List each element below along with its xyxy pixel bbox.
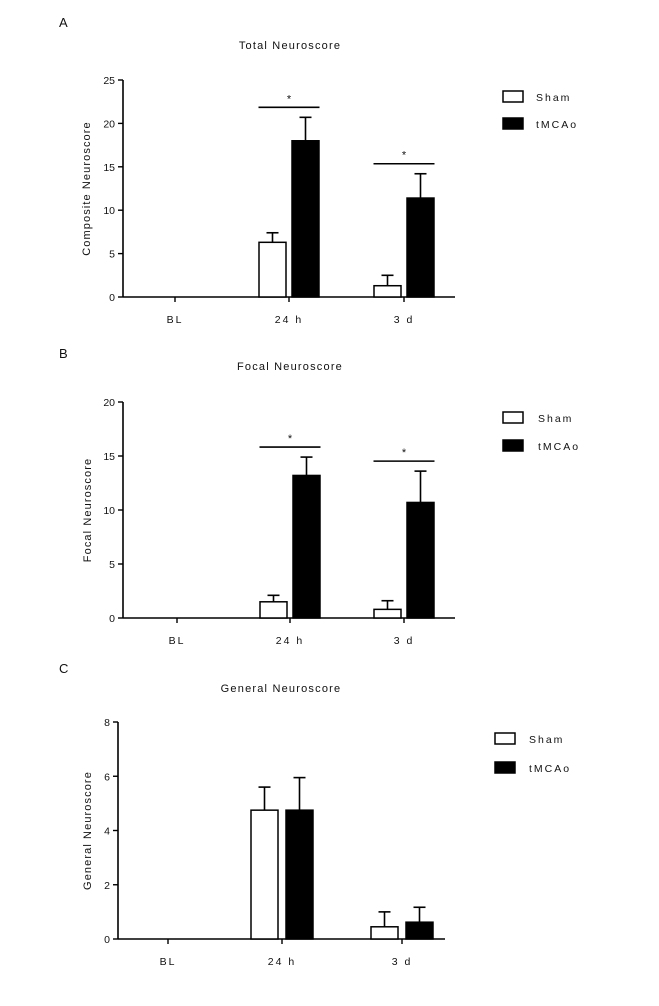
- significance-star: *: [287, 93, 292, 105]
- y-tick-label: 6: [104, 771, 110, 783]
- chart-panel-a: A Total Neuroscore Composite Neuroscore 0 5 1…: [59, 15, 578, 326]
- x-tick-label: BL: [160, 956, 177, 968]
- panel-letter: B: [59, 346, 68, 361]
- tmcao-bar: [406, 197, 435, 298]
- sham-bar: [370, 926, 399, 940]
- significance-star: *: [402, 447, 407, 459]
- legend-label-tmcao: tMCAo: [529, 763, 571, 775]
- x-tick-label: 3 d: [392, 956, 413, 968]
- y-tick-label: 15: [103, 162, 115, 174]
- panel-letter: C: [59, 661, 68, 676]
- legend-swatch-sham: [494, 732, 516, 745]
- y-tick-label: 15: [103, 451, 115, 463]
- significance-star: *: [288, 433, 293, 445]
- sham-bar: [373, 284, 402, 298]
- legend-swatch-tmcao: [494, 761, 516, 774]
- x-tick-label: 24 h: [268, 956, 296, 968]
- chart-panel-b: B Focal Neuroscore Focal Neuroscore 0 5 10 15 2…: [59, 346, 580, 647]
- tmcao-bar: [405, 921, 434, 940]
- y-tick-label: 25: [103, 75, 115, 87]
- y-tick-label: 10: [103, 505, 115, 517]
- tmcao-bar: [291, 140, 320, 298]
- x-tick-label: BL: [169, 635, 186, 647]
- y-tick-label: 0: [109, 613, 115, 625]
- sham-bar: [258, 241, 287, 298]
- x-tick-label: BL: [167, 314, 184, 326]
- x-tick-label: 3 d: [394, 314, 415, 326]
- legend-swatch-tmcao: [502, 117, 524, 130]
- legend-swatch-sham: [502, 90, 524, 103]
- legend-swatch-tmcao: [502, 439, 524, 452]
- tmcao-bar: [406, 501, 435, 619]
- y-tick-label: 20: [103, 118, 115, 130]
- y-axis-label: General Neuroscore: [82, 771, 94, 890]
- tmcao-bar: [285, 809, 314, 940]
- chart-title: Focal Neuroscore: [237, 361, 343, 373]
- legend-label-sham: Sham: [536, 92, 571, 104]
- x-tick-label: 24 h: [275, 314, 303, 326]
- chart-title: General Neuroscore: [221, 683, 342, 695]
- y-tick-label: 20: [103, 397, 115, 409]
- sham-bar: [259, 601, 288, 619]
- y-tick-label: 10: [103, 205, 115, 217]
- legend-label-sham: Sham: [538, 413, 573, 425]
- y-tick-label: 4: [104, 826, 110, 838]
- y-tick-label: 8: [104, 717, 110, 729]
- significance-star: *: [402, 150, 407, 162]
- panel-letter: A: [59, 15, 68, 30]
- y-tick-label: 0: [109, 292, 115, 304]
- y-tick-label: 5: [109, 249, 115, 261]
- legend-label-tmcao: tMCAo: [536, 119, 578, 131]
- y-tick-label: 0: [104, 934, 110, 946]
- legend-label-sham: Sham: [529, 734, 564, 746]
- y-axis-label: Composite Neuroscore: [81, 121, 93, 256]
- legend-swatch-sham: [502, 411, 524, 424]
- y-axis-label: Focal Neuroscore: [82, 458, 94, 562]
- tmcao-bar: [292, 474, 321, 619]
- y-tick-label: 2: [104, 880, 110, 892]
- y-tick-label: 5: [109, 559, 115, 571]
- legend-label-tmcao: tMCAo: [538, 441, 580, 453]
- x-tick-label: 3 d: [394, 635, 415, 647]
- x-tick-label: 24 h: [276, 635, 304, 647]
- sham-bar: [373, 608, 402, 619]
- chart-title: Total Neuroscore: [239, 40, 341, 52]
- sham-bar: [250, 809, 279, 940]
